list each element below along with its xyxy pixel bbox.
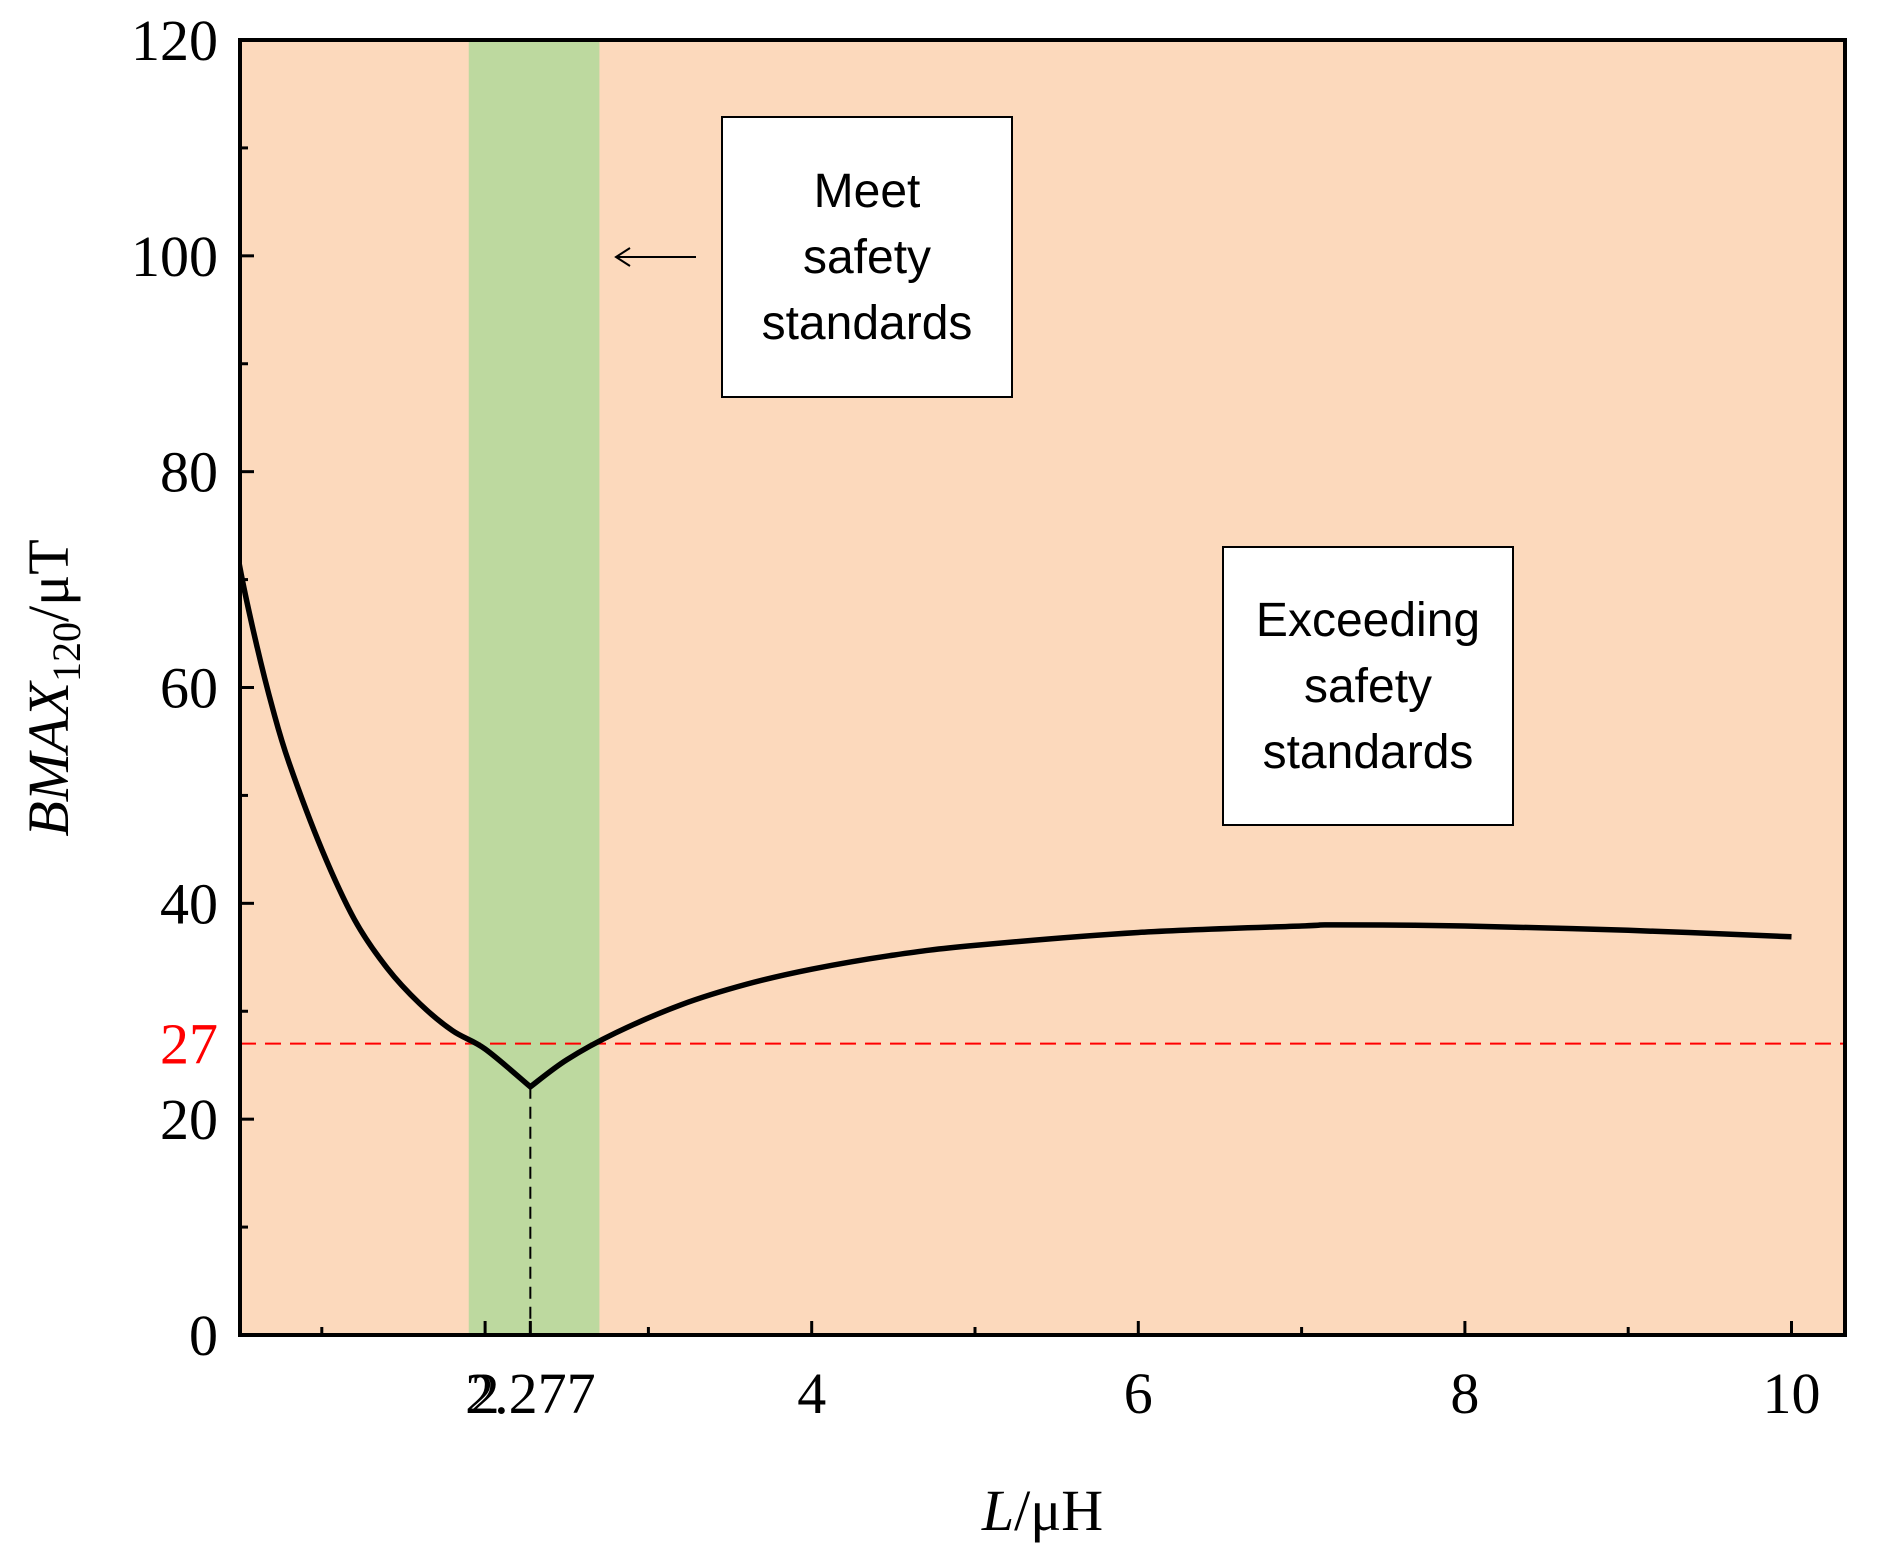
annotation-text-exceed: Exceeding (1256, 594, 1480, 647)
y-axis-title-subscript: 120 (44, 622, 89, 682)
y-axis-title-symbol: BMAX (16, 679, 81, 836)
annotation-box-exceed (1222, 546, 1514, 826)
safe-band (468, 40, 600, 1335)
annotation-text-meet: Meet (814, 165, 921, 218)
y-tick-label: 80 (160, 440, 218, 505)
y-tick-label: 40 (160, 871, 218, 936)
y-tick-label: 120 (131, 8, 218, 73)
x-tick-label: 6 (1124, 1361, 1153, 1426)
y-axis-title: BMAX120/μT (16, 539, 89, 836)
x-tick-label: 8 (1450, 1361, 1479, 1426)
annotation-text-exceed: safety (1304, 660, 1432, 713)
y-tick-label: 60 (160, 656, 218, 721)
series-line-0 (240, 552, 1792, 1091)
x-axis-title-symbol: L (981, 1478, 1014, 1543)
x-axis-title: L/μH (981, 1478, 1103, 1543)
x-tick-label: 2.277 (465, 1361, 596, 1426)
threshold-label: 27 (160, 1012, 218, 1077)
y-tick-label: 0 (189, 1303, 218, 1368)
x-tick-label: 2 (471, 1361, 500, 1426)
y-tick-label: 20 (160, 1087, 218, 1152)
y-axis-title-unit: /μT (16, 539, 81, 622)
annotation-arrow-head (614, 247, 631, 267)
x-axis-title-unit: /μH (1014, 1478, 1103, 1543)
x-tick-label: 10 (1763, 1361, 1821, 1426)
annotation-box-meet (721, 116, 1013, 398)
y-tick-label: 100 (131, 224, 218, 289)
annotation-text-meet: standards (762, 297, 973, 350)
annotation-text-meet: safety (803, 231, 931, 284)
annotation-text-exceed: standards (1263, 726, 1474, 779)
x-tick-label: 4 (797, 1361, 826, 1426)
